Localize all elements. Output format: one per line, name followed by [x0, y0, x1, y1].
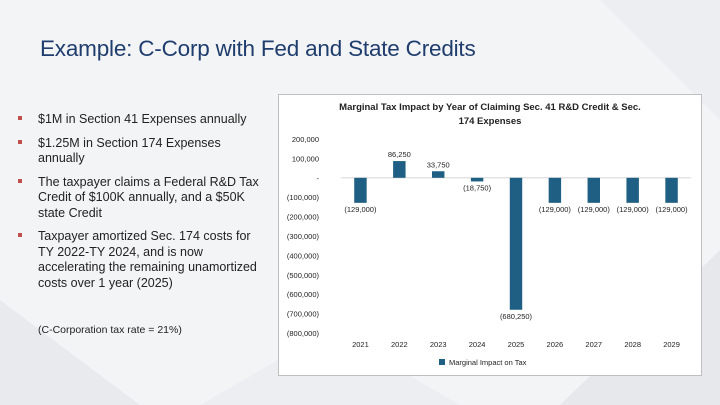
legend-swatch	[439, 359, 445, 365]
bullet-text: $1M in Section 41 Expenses annually	[38, 112, 247, 126]
bar-2023	[432, 171, 445, 178]
bar-2025	[509, 177, 523, 310]
data-label: (129,000)	[617, 205, 650, 214]
legend-label: Marginal Impact on Tax	[449, 358, 527, 367]
chart-title-line1: Marginal Tax Impact by Year of Claiming …	[339, 102, 641, 113]
bullet-text: Taxpayer amortized Sec. 174 costs for TY…	[38, 229, 257, 290]
y-tick-label: (800,000)	[287, 329, 320, 338]
bar-2028	[626, 177, 639, 203]
bullet-list: $1M in Section 41 Expenses annually $1.2…	[18, 112, 268, 299]
y-tick-label: (600,000)	[287, 290, 320, 299]
x-tick-label: 2021	[352, 340, 369, 349]
bullet-marker-icon	[18, 178, 22, 183]
y-tick-label: 200,000	[292, 135, 319, 144]
y-tick-label: (200,000)	[287, 213, 320, 222]
data-label: 86,250	[388, 150, 411, 159]
bullet-text: The taxpayer claims a Federal R&D Tax Cr…	[38, 174, 259, 220]
y-tick-label: (100,000)	[287, 193, 320, 202]
bullet-marker-icon	[18, 139, 22, 144]
y-tick-label: (700,000)	[287, 310, 320, 319]
data-label: (129,000)	[539, 205, 572, 214]
data-label: (18,750)	[463, 183, 491, 192]
bar-chart: 200,000 100,000 - (100,000) (200,000) (300,00…	[287, 135, 691, 367]
y-tick-label: (300,000)	[287, 232, 320, 241]
bullet-item: Taxpayer amortized Sec. 174 costs for TY…	[18, 229, 268, 291]
bullet-marker-icon	[18, 233, 22, 237]
data-label: (680,250)	[500, 312, 533, 321]
tax-rate-note: (C-Corporation tax rate = 21%)	[38, 324, 182, 336]
bullet-item: The taxpayer claims a Federal R&D Tax Cr…	[18, 175, 268, 222]
chart-panel: Marginal Tax Impact by Year of Claiming …	[278, 94, 702, 376]
data-label: 33,750	[427, 160, 450, 169]
y-tick-label: 100,000	[292, 154, 319, 163]
bullet-item: $1M in Section 41 Expenses annually	[18, 112, 268, 128]
y-tick-label: -	[317, 174, 320, 183]
x-tick-label: 2022	[391, 340, 408, 349]
bullet-text: $1.25M in Section 174 Expenses annually	[38, 135, 221, 166]
x-tick-label: 2024	[469, 340, 486, 349]
bar-2029	[665, 177, 678, 203]
bar-2024	[470, 177, 484, 182]
chart-title-line2: 174 Expenses	[458, 116, 522, 127]
y-tick-label: (400,000)	[287, 251, 320, 260]
y-tick-label: (500,000)	[287, 271, 320, 280]
bar-2021	[354, 177, 367, 203]
x-tick-label: 2027	[585, 340, 602, 349]
chart-title: Marginal Tax Impact by Year of Claiming …	[279, 101, 701, 129]
bar-2022	[393, 161, 406, 178]
bar-2026	[548, 177, 562, 203]
bullet-marker-icon	[18, 116, 22, 120]
bar-2027	[587, 177, 600, 203]
x-tick-label: 2023	[430, 340, 447, 349]
data-label: (129,000)	[344, 205, 377, 214]
slide-title: Example: C-Corp with Fed and State Credi…	[40, 36, 476, 61]
bullet-item: $1.25M in Section 174 Expenses annually	[18, 136, 268, 167]
data-label: (129,000)	[656, 205, 689, 214]
x-tick-label: 2029	[663, 340, 680, 349]
data-label: (129,000)	[578, 205, 611, 214]
x-tick-label: 2028	[624, 340, 641, 349]
x-tick-label: 2025	[508, 340, 525, 349]
x-tick-label: 2026	[547, 340, 564, 349]
